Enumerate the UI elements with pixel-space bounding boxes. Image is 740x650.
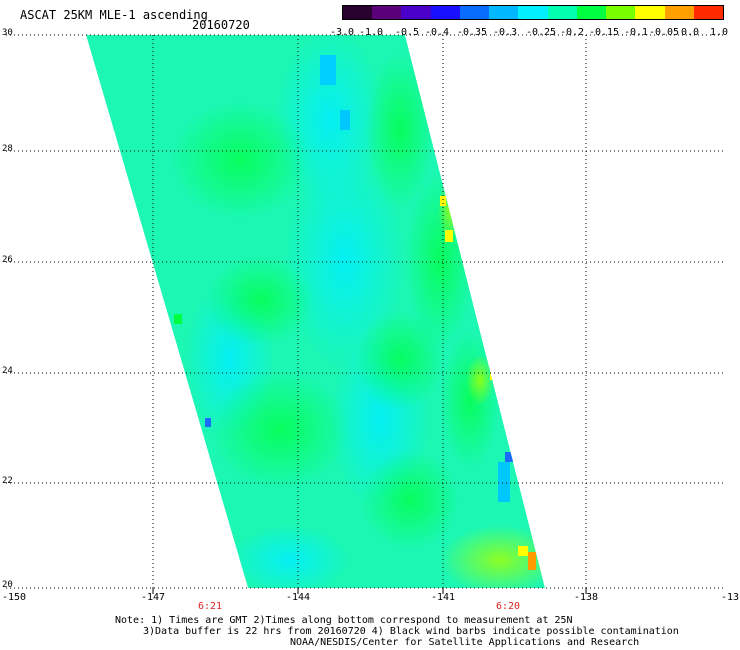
- note-line-2: 3)Data buffer is 22 hrs from 20160720 4)…: [143, 626, 679, 637]
- color-bin: [343, 6, 373, 19]
- lat-label: 28: [2, 144, 13, 154]
- lat-label: 24: [2, 366, 13, 376]
- colorbar-tick: -0.3: [492, 27, 518, 38]
- color-bin: [518, 6, 548, 19]
- pass-time-label: 6:20: [495, 601, 521, 612]
- colorbar-tick: -0.2: [559, 27, 585, 38]
- colorbar-tick: -0.05: [648, 27, 680, 38]
- lat-label: 26: [2, 255, 13, 265]
- color-bin: [693, 6, 724, 19]
- colorbar-tick: -0.5: [394, 27, 420, 38]
- color-bin: [664, 6, 694, 19]
- lon-label: -150: [1, 592, 27, 603]
- color-bin: [489, 6, 519, 19]
- colorbar-tick: -0.15: [588, 27, 620, 38]
- color-bin: [547, 6, 577, 19]
- colorbar-tick: -0.35: [456, 27, 488, 38]
- colorbar-tick: 1.0: [709, 27, 729, 38]
- note-line-1: Note: 1) Times are GMT 2)Times along bot…: [115, 615, 573, 626]
- colorbar-tick: -1.0: [358, 27, 384, 38]
- colorbar-tick: -3.0: [329, 27, 355, 38]
- color-bin: [401, 6, 431, 19]
- color-bin: [576, 6, 607, 19]
- colorbar-tick: -0.4: [424, 27, 450, 38]
- product-date: 20160720: [192, 18, 250, 32]
- color-scale-bar: [342, 5, 724, 20]
- axis-ticks: [152, 588, 587, 594]
- map-gridlines: [6, 34, 726, 589]
- lat-label: 20: [2, 580, 13, 590]
- lon-label: -147: [140, 592, 166, 603]
- lon-label: -13: [720, 592, 740, 603]
- product-title: ASCAT 25KM MLE-1 ascending: [20, 8, 208, 22]
- pass-time-label: 6:21: [197, 601, 223, 612]
- lon-label: -144: [285, 592, 311, 603]
- colorbar-tick: -0.25: [525, 27, 557, 38]
- colorbar-tick: 0.0: [680, 27, 700, 38]
- lon-label: -138: [573, 592, 599, 603]
- note-line-3: NOAA/NESDIS/Center for Satellite Applica…: [290, 637, 640, 648]
- color-bin: [372, 6, 402, 19]
- color-bin: [635, 6, 665, 19]
- color-bin: [430, 6, 460, 19]
- color-bin: [459, 6, 490, 19]
- lon-label: -141: [430, 592, 456, 603]
- color-bin: [606, 6, 636, 19]
- scatterometer-swath: [86, 35, 545, 588]
- colorbar-tick: -0.1: [623, 27, 649, 38]
- lat-label: 22: [2, 476, 13, 486]
- lat-label: 30: [2, 28, 13, 38]
